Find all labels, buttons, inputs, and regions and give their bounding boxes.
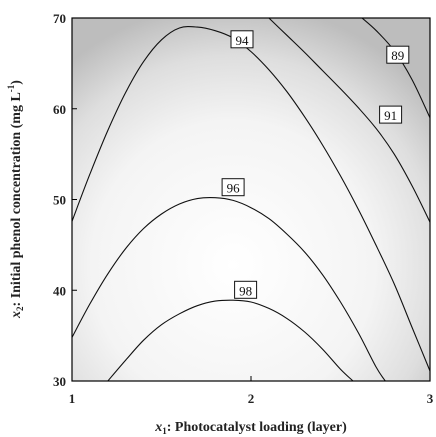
contour-label-text: 96 (227, 181, 241, 196)
contour-line-98 (107, 299, 354, 381)
x-tick-label: 2 (248, 391, 255, 406)
x-axis: 1 2 3 (69, 376, 434, 406)
contour-label-91: 91 (379, 105, 403, 124)
contour-label-94: 94 (230, 30, 254, 49)
y-tick-label: 70 (53, 11, 66, 26)
y-tick-label: 50 (53, 193, 66, 208)
x-axis-title-sub: 1 (162, 426, 167, 436)
y-tick-label: 30 (53, 374, 66, 389)
x-axis-title-var: x (154, 420, 162, 435)
x-axis-title-text: : Photocatalyst loading (layer) (167, 420, 347, 435)
contour-line-96 (72, 197, 386, 381)
y-axis-title-text: : Initial phenol concentration (mg L (9, 92, 24, 306)
y-tick-label: 60 (53, 102, 66, 117)
contour-label-89: 89 (386, 45, 410, 64)
contour-label-box (230, 30, 254, 49)
contour-label-98: 98 (234, 280, 258, 299)
y-axis: 30 40 50 60 70 (53, 11, 77, 389)
contour-line-94 (72, 26, 430, 372)
y-axis-title-close: ) (9, 80, 24, 85)
plot-surface (72, 18, 430, 381)
y-axis-title-var: x (9, 311, 24, 319)
contour-label-text: 98 (239, 283, 252, 298)
x-axis-title: x1: Photocatalyst loading (layer) (154, 420, 347, 436)
contour-labels: 94 96 98 91 89 (221, 30, 410, 299)
x-tick-label: 1 (69, 391, 76, 406)
contour-label-text: 94 (236, 33, 250, 48)
contour-label-box (379, 105, 403, 124)
contour-label-box (386, 45, 410, 64)
y-axis-title-sup: -1 (6, 84, 16, 92)
contour-label-box (234, 280, 258, 299)
contour-line-91 (268, 18, 430, 223)
y-axis-title: x2: Initial phenol concentration (mg L-1… (6, 80, 25, 319)
contour-label-text: 91 (384, 108, 397, 123)
y-tick-label: 40 (53, 283, 66, 298)
y-axis-title-sub: 2 (15, 306, 25, 311)
x-tick-label: 3 (427, 391, 434, 406)
contour-label-box (221, 178, 245, 197)
contour-label-text: 89 (391, 48, 404, 63)
contour-label-96: 96 (221, 178, 245, 197)
